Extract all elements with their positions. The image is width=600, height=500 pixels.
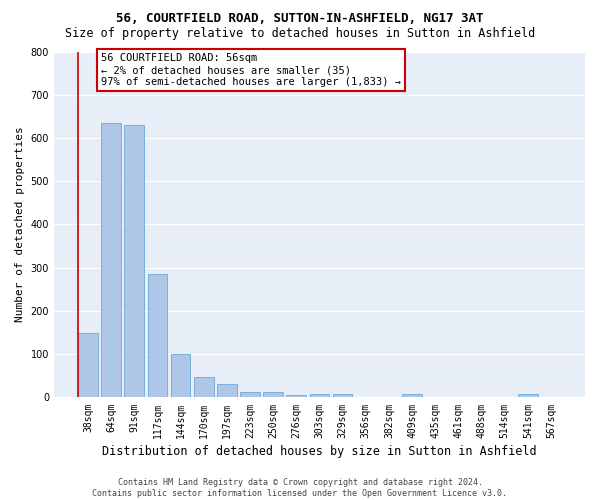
Text: 56, COURTFIELD ROAD, SUTTON-IN-ASHFIELD, NG17 3AT: 56, COURTFIELD ROAD, SUTTON-IN-ASHFIELD,… (116, 12, 484, 26)
Bar (78, 332, 98, 398)
Bar (310, 394, 329, 398)
Bar (263, 392, 283, 398)
Text: Size of property relative to detached houses in Sutton in Ashfield: Size of property relative to detached ho… (65, 28, 535, 40)
Bar (518, 394, 538, 398)
Bar (148, 274, 167, 398)
Bar (170, 354, 190, 398)
Bar (286, 396, 306, 398)
Text: Contains HM Land Registry data © Crown copyright and database right 2024.
Contai: Contains HM Land Registry data © Crown c… (92, 478, 508, 498)
Bar (101, 123, 121, 398)
Text: 56 COURTFIELD ROAD: 56sqm
← 2% of detached houses are smaller (35)
97% of semi-d: 56 COURTFIELD ROAD: 56sqm ← 2% of detach… (101, 54, 401, 86)
Y-axis label: Number of detached properties: Number of detached properties (15, 126, 25, 322)
Bar (124, 125, 144, 398)
Bar (402, 394, 422, 398)
Bar (240, 392, 260, 398)
Bar (333, 394, 352, 398)
X-axis label: Distribution of detached houses by size in Sutton in Ashfield: Distribution of detached houses by size … (102, 444, 537, 458)
Bar (194, 377, 214, 398)
Bar (217, 384, 236, 398)
